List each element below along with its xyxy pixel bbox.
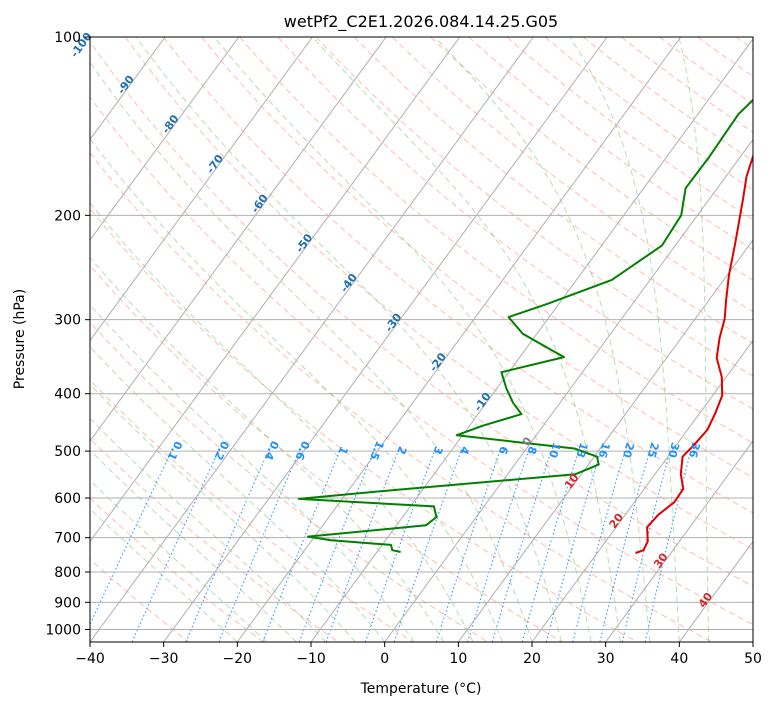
mixing-ratio-line: [364, 450, 435, 642]
y-axis-label: Pressure (hPa): [12, 289, 28, 389]
temperature-profile-line: [635, 153, 753, 554]
moist-adiabat: [90, 449, 297, 642]
x-tick-label: 30: [597, 651, 615, 667]
moist-adiabat: [678, 37, 710, 642]
x-tick-label: 40: [670, 651, 688, 667]
mixing-ratio-line: [298, 450, 374, 642]
mixing-ratio-label: 20: [620, 441, 637, 460]
dry-adiabat: [90, 438, 339, 642]
reference-lines: [90, 37, 753, 642]
y-tick-label: 500: [54, 444, 81, 460]
mixing-ratio-label: 6: [496, 444, 511, 456]
moist-adiabat: [213, 37, 592, 642]
x-tick-label: −30: [149, 651, 179, 667]
isotherm-line: [90, 37, 313, 342]
moist-adiabat: [90, 202, 474, 642]
x-tick-label: −10: [296, 651, 326, 667]
moist-adiabat: [569, 37, 680, 642]
mixing-ratio-label: 10: [546, 441, 563, 460]
mixing-ratio-label: 2: [394, 444, 409, 456]
y-tick-label: 100: [54, 30, 81, 46]
y-tick-label: 300: [54, 313, 81, 329]
isotherm-line: [90, 37, 240, 241]
mixing-ratio-line: [621, 450, 671, 642]
dry-adiabat: [315, 37, 753, 377]
isotherm-line: [605, 440, 753, 642]
mixing-ratio-label: 16: [595, 441, 612, 460]
isotherm-line: [236, 37, 682, 642]
moist-adiabat: [90, 508, 238, 642]
isotherm-line: [90, 37, 534, 642]
moist-adiabat: [90, 304, 415, 642]
dry-adiabat: [90, 208, 638, 642]
mixing-ratio-line: [262, 450, 341, 642]
x-axis: −40 −30 −20 −10 0 10 20 30 40 50: [75, 642, 762, 667]
y-tick-label: 400: [54, 387, 81, 403]
moist-adiabat: [90, 383, 356, 642]
reference-labels: 0.1 0.2 0.4 0.6 1 1.5 2 3 4 6 8 10 13 16 20 25 30 36-100-…: [68, 30, 716, 610]
mixing-ratio-label: 3: [430, 444, 445, 456]
y-tick-label: 1000: [45, 622, 81, 638]
dry-adiabat: [277, 37, 753, 410]
y-tick-label: 600: [54, 491, 81, 507]
mixing-ratio-line: [218, 450, 300, 642]
isotherm-line: [90, 37, 387, 442]
mixing-ratio-label: 8: [524, 445, 539, 456]
isotherm-line: [531, 339, 753, 642]
y-tick-label: 900: [54, 595, 81, 611]
mixing-ratio-line: [599, 450, 651, 642]
mixing-ratio-line: [435, 450, 501, 642]
moist-adiabat: [90, 138, 503, 642]
x-tick-label: 0: [380, 651, 389, 667]
x-tick-label: −20: [223, 651, 253, 667]
mixing-ratio-line: [185, 450, 269, 642]
dry-adiabat: [506, 37, 753, 221]
dewpoint-profile-line: [297, 98, 753, 553]
mixing-ratio-line: [325, 450, 399, 642]
moist-adiabat: [90, 479, 268, 642]
mixing-ratio-line: [545, 450, 602, 642]
mixing-ratio-line: [572, 450, 626, 642]
dry-adiabat: [430, 37, 753, 281]
mixing-ratio-line: [521, 450, 579, 642]
dry-adiabat: [90, 497, 264, 642]
mixing-ratio-line: [491, 450, 552, 642]
moist-adiabat: [90, 256, 445, 642]
dry-adiabat: [90, 96, 753, 626]
plot-frame: [89, 36, 754, 643]
dry-adiabat: [124, 37, 753, 550]
y-tick-label: 800: [54, 565, 81, 581]
mixing-ratio-label: 13: [573, 441, 590, 459]
dry-adiabat: [544, 37, 753, 191]
dry-adiabat: [163, 37, 753, 514]
mixing-ratio-label: 30: [665, 441, 682, 460]
isotherm-line: [384, 138, 753, 642]
y-axis: 100 200 300 400 500 600 700 800 900 1000: [45, 30, 90, 638]
profile-lines: [297, 98, 753, 554]
x-tick-label: 10: [449, 651, 467, 667]
x-tick-label: 50: [744, 651, 762, 667]
x-tick-label: −40: [75, 651, 105, 667]
dry-adiabat: [239, 37, 753, 444]
mixing-ratio-label: 36: [686, 441, 703, 459]
dry-adiabat: [392, 37, 753, 313]
x-tick-label: 20: [523, 651, 541, 667]
moist-adiabat: [135, 37, 562, 642]
x-axis-label: Temperature (°C): [360, 681, 482, 697]
isotherm-line: [163, 37, 608, 642]
mixing-ratio-line: [467, 450, 529, 642]
y-tick-label: 700: [54, 531, 81, 547]
mixing-ratio-label: 25: [645, 441, 662, 459]
mixing-ratio-label: 4: [457, 444, 472, 456]
moist-adiabat: [90, 61, 533, 642]
isotherm-line: [457, 239, 753, 642]
isotherm-line: [90, 37, 166, 141]
chart-title: wetPf2_C2E1.2026.084.14.25.G05: [284, 12, 558, 32]
moist-adiabat: [90, 345, 386, 642]
moist-adiabat: [434, 37, 651, 642]
moist-adiabat: [312, 37, 621, 642]
y-tick-label: 200: [54, 208, 81, 224]
